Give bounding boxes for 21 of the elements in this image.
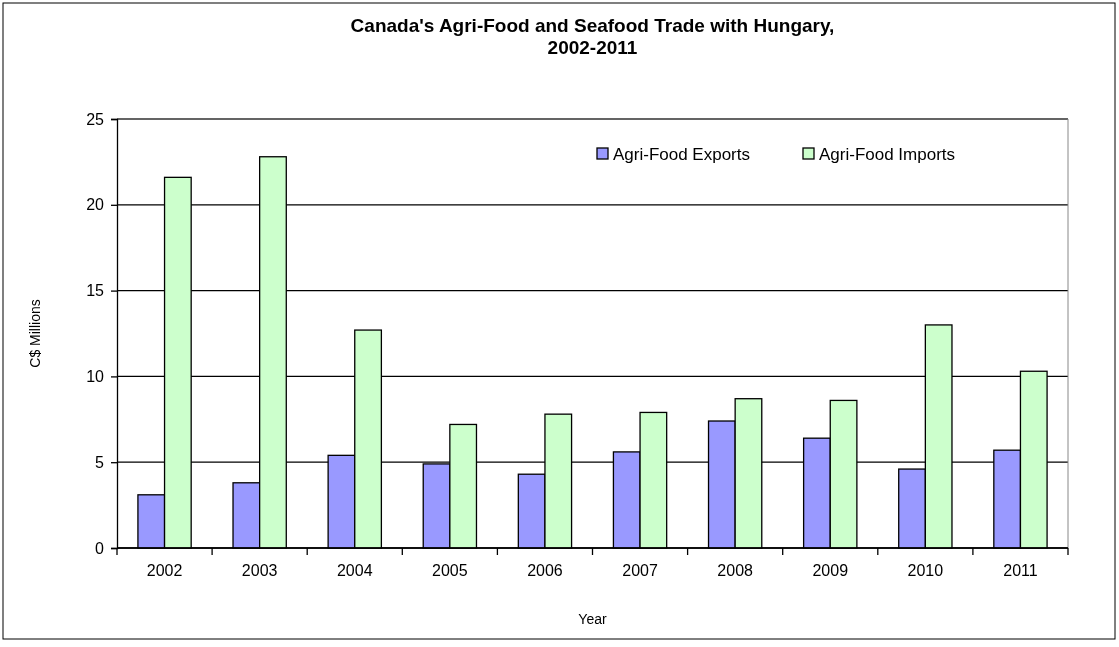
y-tick-label: 5 (95, 453, 105, 471)
y-axis-title: C$ Millions (27, 299, 43, 368)
x-tick-label: 2004 (336, 562, 373, 579)
x-tick-label: 2006 (527, 562, 563, 579)
chart-title: Canada's Agri-Food and Seafood Trade with Hungary, 2002-2011 (350, 15, 835, 58)
x-tick-label: 2011 (1003, 562, 1038, 579)
y-tick-label: 20 (86, 196, 105, 214)
legend-label: Agri-Food Exports (613, 145, 750, 164)
y-tick-label: 10 (86, 368, 105, 386)
x-tick-label: 2008 (717, 562, 754, 579)
x-tick-label: 2003 (241, 562, 278, 579)
x-tick-label: 2005 (432, 562, 468, 579)
y-tick-label: 25 (86, 110, 105, 128)
x-tick-label: 2002 (146, 562, 183, 579)
x-tick-label: 2007 (622, 562, 658, 579)
y-tick-label: 15 (86, 282, 105, 300)
legend-label: Agri-Food Imports (819, 145, 956, 164)
x-axis-title: Year (578, 611, 607, 627)
y-tick-label: 0 (95, 539, 105, 557)
x-tick-label: 2010 (907, 562, 944, 579)
x-tick-label: 2009 (812, 562, 849, 579)
